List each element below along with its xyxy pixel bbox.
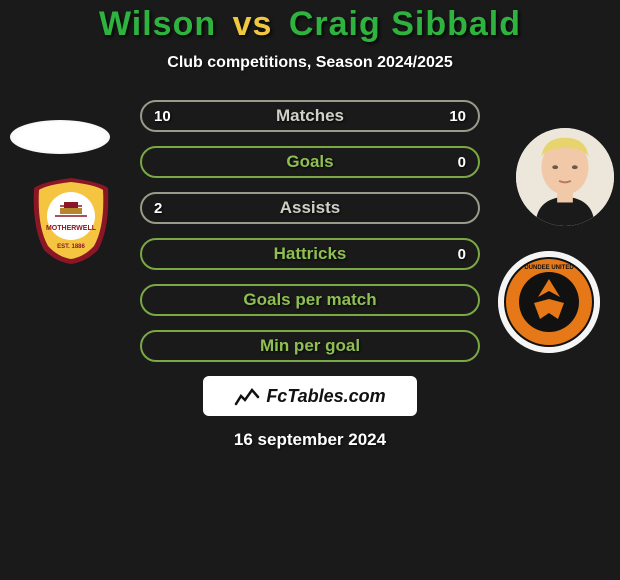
stat-row-mpg: Min per goal xyxy=(140,330,480,362)
player2-name: Craig Sibbald xyxy=(289,5,521,43)
player1-club-crest: MOTHERWELL EST. 1886 xyxy=(30,178,112,264)
stat-label: Hattricks xyxy=(274,244,347,264)
svg-text:DUNDEE UNITED: DUNDEE UNITED xyxy=(524,265,574,271)
stat-label: Goals per match xyxy=(243,290,376,310)
stat-label: Matches xyxy=(276,106,344,126)
stat-value-right: 10 xyxy=(449,108,466,125)
brand-text: FcTables.com xyxy=(266,386,385,407)
player2-club-crest: DUNDEE UNITED xyxy=(498,251,600,353)
stat-row-gpm: Goals per match xyxy=(140,284,480,316)
svg-text:MOTHERWELL: MOTHERWELL xyxy=(46,225,97,232)
date-label: 16 september 2024 xyxy=(0,430,620,450)
svg-text:EST. 1886: EST. 1886 xyxy=(57,244,85,250)
stat-label: Min per goal xyxy=(260,336,360,356)
comparison-title: Wilson vs Craig Sibbald xyxy=(0,0,620,44)
stat-row-goals: Goals 0 xyxy=(140,146,480,178)
stat-row-assists: 2 Assists xyxy=(140,192,480,224)
stat-row-matches: 10 Matches 10 xyxy=(140,100,480,132)
stat-label: Goals xyxy=(286,152,333,172)
stat-value-left: 10 xyxy=(154,108,171,125)
player1-name: Wilson xyxy=(99,5,216,43)
brand-icon xyxy=(234,386,260,406)
subtitle: Club competitions, Season 2024/2025 xyxy=(0,54,620,72)
player1-avatar xyxy=(10,120,110,154)
vs-label: vs xyxy=(233,5,273,43)
stat-row-hattricks: Hattricks 0 xyxy=(140,238,480,270)
stat-value-left: 2 xyxy=(154,200,162,217)
brand-badge: FcTables.com xyxy=(203,376,417,416)
stat-label: Assists xyxy=(280,198,340,218)
stat-value-right: 0 xyxy=(458,154,466,171)
stat-value-right: 0 xyxy=(458,246,466,263)
player2-avatar xyxy=(516,128,614,226)
